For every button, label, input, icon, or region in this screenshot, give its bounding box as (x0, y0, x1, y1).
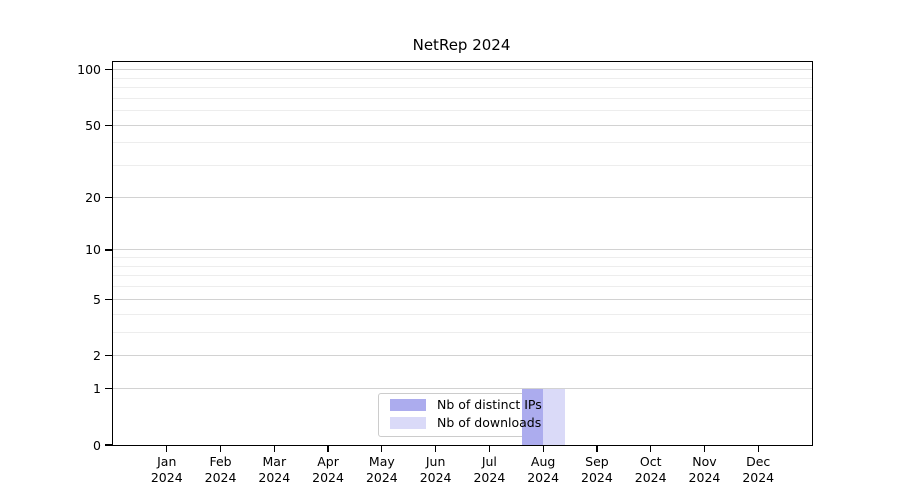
x-axis-tick-label-line: 2024 (742, 469, 775, 485)
y-axis-tick (104, 387, 112, 390)
x-axis-tick-label: Jan 2024 (135, 454, 199, 485)
gridline-major (113, 249, 812, 251)
bar-nb-of-distinct-ips (521, 388, 544, 445)
x-axis-tick-label-line: Mar (262, 454, 287, 469)
gridline-minor (113, 142, 812, 144)
x-axis-tick-label: Nov 2024 (672, 454, 736, 485)
y-axis-tick-label: 100 (77, 62, 101, 78)
x-axis-tick-label-line: 2024 (258, 469, 291, 485)
x-axis-tick-label-line: 2024 (419, 469, 452, 485)
gridline-major (113, 69, 812, 71)
x-axis-tick-label-line: Oct (639, 454, 662, 469)
y-axis-tick (104, 249, 112, 251)
x-axis-tick-label-line: 2024 (688, 469, 721, 485)
x-axis-tick (219, 445, 222, 452)
gridline-minor (113, 97, 812, 99)
x-axis-tick-label-line: 2024 (150, 469, 183, 485)
x-axis-tick (703, 445, 706, 452)
x-axis-tick (488, 445, 491, 452)
gridline-major (113, 124, 812, 126)
x-axis-tick-label: Jul 2024 (457, 454, 521, 485)
y-axis-tick-label: 2 (93, 348, 101, 364)
gridline-minor (113, 87, 812, 89)
x-axis-tick (542, 445, 544, 452)
gridline-major (113, 388, 812, 390)
gridline-major (113, 298, 812, 300)
x-axis-tick-label-line: Apr (317, 454, 339, 469)
gridline-minor (113, 286, 812, 288)
legend-label-downloads: Nb of downloads (437, 415, 542, 430)
gridline-minor (113, 313, 812, 315)
x-axis-tick-label-line: Jun (425, 454, 446, 469)
y-axis-tick-label: 50 (85, 117, 101, 133)
y-axis-tick-label: 5 (93, 291, 101, 307)
x-axis-tick (596, 445, 598, 452)
x-axis-tick-label-line: 2024 (527, 469, 560, 485)
x-axis-tick-label: Mar 2024 (242, 454, 306, 485)
x-axis-tick (757, 445, 759, 452)
legend-label-distinct-ips: Nb of distinct IPs (437, 397, 542, 412)
x-axis-tick-label-line: Aug (530, 454, 556, 469)
x-axis-tick-label-line: 2024 (365, 469, 398, 485)
legend-swatch-distinct-ips (390, 399, 426, 411)
y-axis-tick (104, 196, 112, 199)
bar-nb-of-downloads (543, 388, 565, 445)
y-axis-tick (104, 69, 112, 71)
x-axis-tick-label-line: May (368, 454, 395, 469)
x-axis-tick (166, 445, 168, 452)
legend-swatch-downloads (390, 417, 426, 429)
gridline-major (113, 355, 812, 357)
gridline-minor (113, 275, 812, 277)
gridline-minor (113, 331, 812, 333)
x-axis-tick (434, 445, 437, 452)
y-axis-tick (104, 355, 112, 357)
x-axis-tick-label-line: Sep (585, 454, 609, 469)
x-axis-tick (273, 445, 275, 452)
x-axis-tick-label: Jun 2024 (404, 454, 468, 485)
y-axis-tick (104, 444, 112, 446)
x-axis-tick-label-line: Jan (157, 454, 177, 469)
gridline-major (113, 196, 812, 198)
x-axis-tick-label: Feb 2024 (189, 454, 253, 485)
x-axis-tick-label-line: 2024 (473, 469, 506, 485)
x-axis-tick-label-line: Feb (209, 454, 232, 469)
gridline-minor (113, 265, 812, 267)
x-axis-tick-label-line: Jul (481, 454, 497, 469)
x-axis-tick-label-line: Nov (692, 454, 717, 469)
x-axis-tick-label: Dec 2024 (726, 454, 790, 485)
y-axis-tick-label: 0 (93, 437, 101, 453)
y-axis-tick (104, 298, 112, 300)
x-axis-tick-label-line: 2024 (204, 469, 237, 485)
x-axis-tick (650, 445, 652, 452)
x-axis-tick-label: Aug 2024 (511, 454, 575, 485)
x-axis-tick-label: Oct 2024 (619, 454, 683, 485)
y-axis-tick-label: 1 (93, 381, 101, 397)
x-axis-tick-label-line: 2024 (581, 469, 613, 485)
chart-title: NetRep 2024 (412, 36, 511, 54)
x-axis-tick-label-line: Dec (746, 454, 771, 469)
gridline-minor (113, 110, 812, 112)
x-axis-tick-label: Sep 2024 (565, 454, 629, 485)
gridline-minor (113, 77, 812, 79)
x-axis-tick-label-line: 2024 (312, 469, 344, 485)
y-axis-tick-label: 20 (85, 189, 101, 205)
plot-area: Nb of distinct IPs Nb of downloads 0 1 2 5 1… (77, 61, 813, 485)
x-axis-tick-label: Apr 2024 (296, 454, 360, 485)
y-axis-tick-label: 10 (85, 242, 101, 258)
x-axis-tick (381, 445, 383, 452)
gridline-minor (113, 257, 812, 259)
gridline-minor (113, 165, 812, 167)
x-axis-tick (327, 445, 329, 452)
y-axis-tick (104, 124, 112, 126)
x-axis-tick-label: May 2024 (350, 454, 414, 485)
x-axis-tick-label-line: 2024 (634, 469, 667, 485)
